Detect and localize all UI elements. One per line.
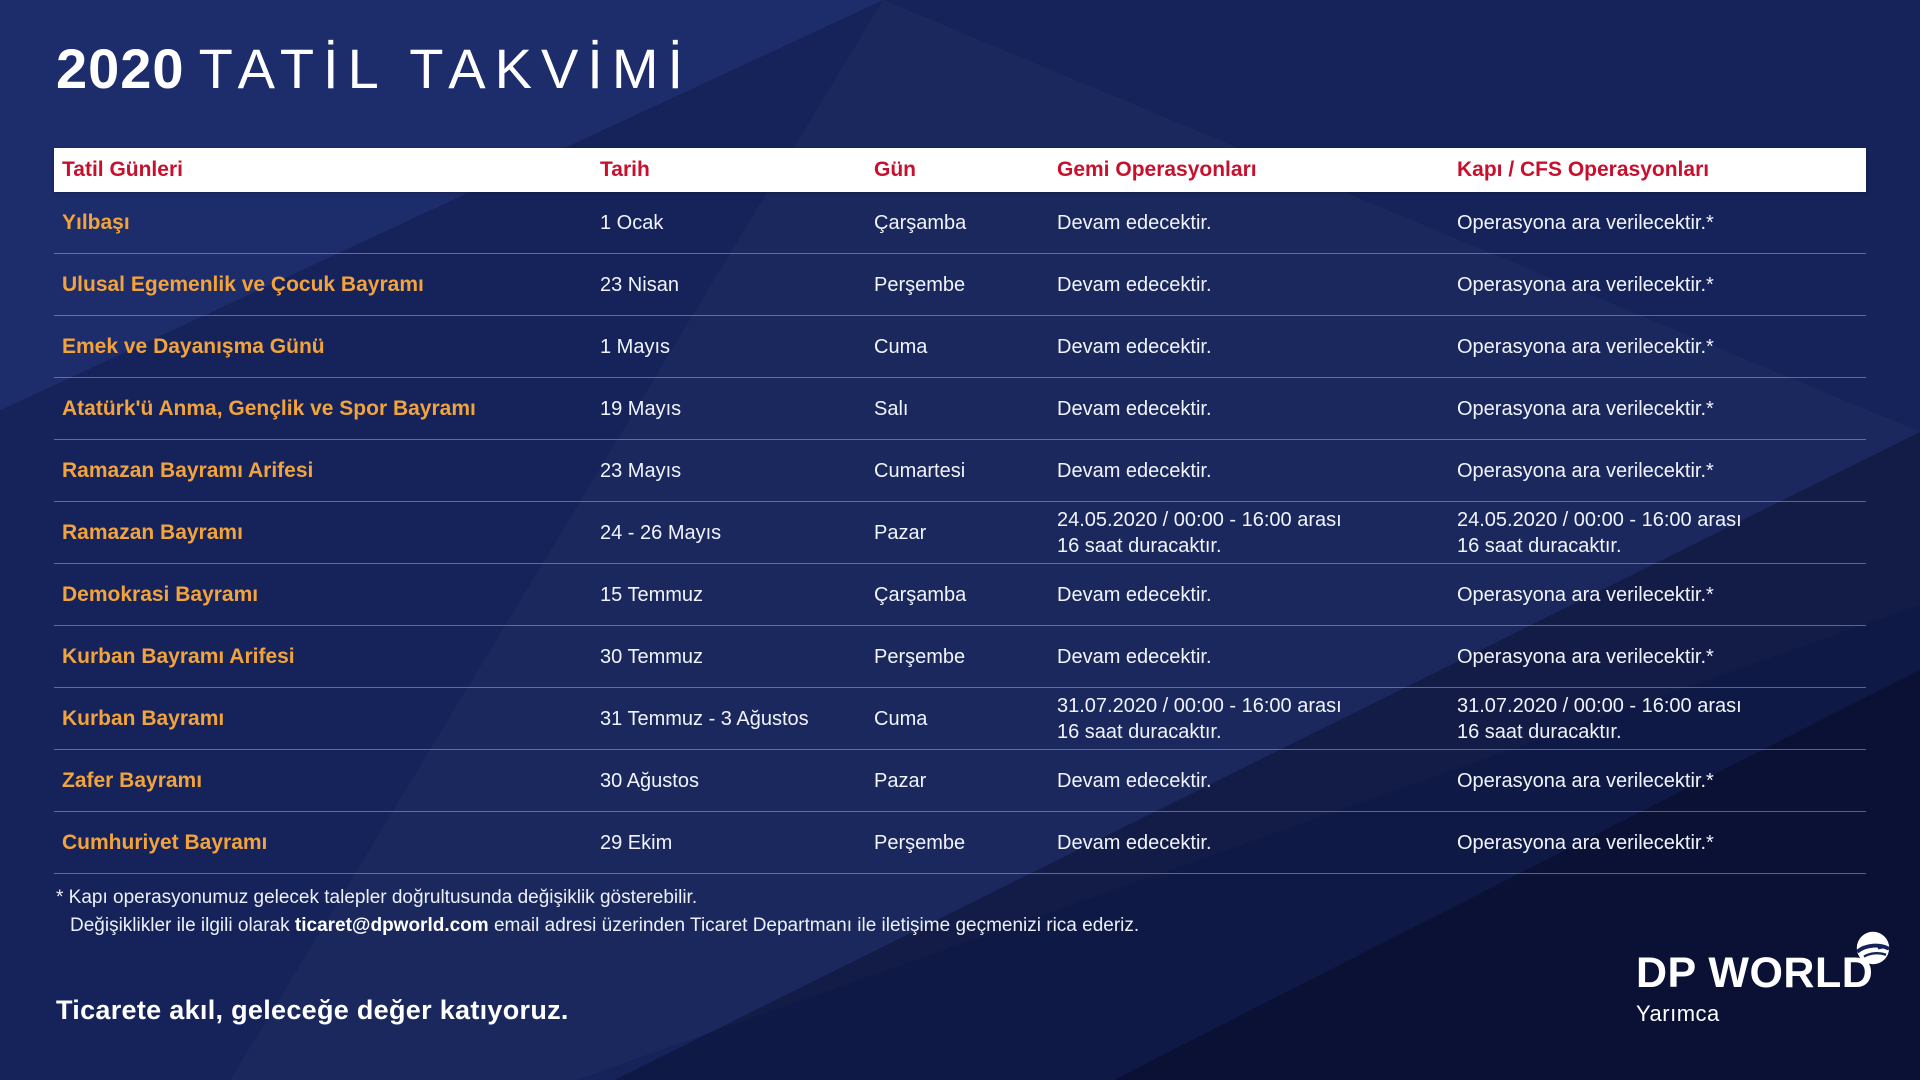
table-row: Atatürk'ü Anma, Gençlik ve Spor Bayramı … — [54, 378, 1866, 440]
holiday-day: Çarşamba — [874, 211, 967, 234]
holiday-day: Pazar — [874, 521, 927, 544]
vessel-operations-value: Devam edecektir. — [1057, 459, 1212, 482]
globe-icon — [1856, 931, 1891, 965]
table-row: Ramazan Bayramı Arifesi 23 Mayıs Cumarte… — [54, 440, 1866, 502]
holiday-date: 30 Ağustos — [600, 769, 699, 792]
header-holiday: Tatil Günleri — [62, 158, 183, 181]
vessel-operations-value: 24.05.2020 / 00:00 - 16:00 arası 16 saat… — [1057, 508, 1342, 557]
footnote-line2: Değişiklikler ile ilgili olarak ticaret@… — [56, 912, 1139, 940]
vessel-operations-value: Devam edecektir. — [1057, 583, 1212, 606]
gate-cfs-operations-value: Operasyona ara verilecektir.* — [1457, 459, 1714, 482]
table-row: Emek ve Dayanışma Günü 1 Mayıs Cuma Deva… — [54, 316, 1866, 378]
holiday-date: 15 Temmuz — [600, 583, 704, 606]
title-text: TATİL TAKVİMİ — [198, 37, 693, 100]
holiday-day: Salı — [874, 397, 909, 420]
holiday-name: Cumhuriyet Bayramı — [62, 830, 268, 854]
footnote-line1: * Kapı operasyonumuz gelecek talepler do… — [56, 887, 698, 908]
holiday-date: 29 Ekim — [600, 831, 673, 854]
tagline: Ticarete akıl, geleceğe değer katıyoruz. — [56, 995, 569, 1025]
dpworld-logo: DP WORLD Yarımca — [1636, 931, 1891, 1027]
header-date: Tarih — [600, 158, 650, 181]
gate-cfs-operations-value: Operasyona ara verilecektir.* — [1457, 831, 1714, 854]
logo-wordmark: DP WORLD — [1636, 949, 1874, 997]
table-row: Kurban Bayramı Arifesi 30 Temmuz Perşemb… — [54, 626, 1866, 688]
header-day: Gün — [874, 158, 916, 181]
header-gate-cfs-operations: Kapı / CFS Operasyonları — [1457, 158, 1710, 181]
gate-cfs-operations-value: 24.05.2020 / 00:00 - 16:00 arası 16 saat… — [1457, 508, 1742, 557]
table-row: Ramazan Bayramı 24 - 26 Mayıs Pazar 24.0… — [54, 502, 1866, 564]
holiday-name: Demokrasi Bayramı — [62, 582, 259, 606]
gate-cfs-operations-value: Operasyona ara verilecektir.* — [1457, 583, 1714, 606]
holiday-name: Kurban Bayramı — [62, 706, 225, 730]
table-row: Yılbaşı 1 Ocak Çarşamba Devam edecektir.… — [54, 192, 1866, 254]
holiday-date: 19 Mayıs — [600, 397, 682, 420]
vessel-operations-value: Devam edecektir. — [1057, 211, 1212, 234]
footnote-line2-prefix: Değişiklikler ile ilgili olarak — [70, 915, 295, 936]
gate-cfs-operations-value: 31.07.2020 / 00:00 - 16:00 arası 16 saat… — [1457, 694, 1742, 743]
vessel-operations-value: Devam edecektir. — [1057, 273, 1212, 296]
vessel-operations-value: Devam edecektir. — [1057, 769, 1212, 792]
holiday-date: 1 Ocak — [600, 211, 664, 234]
holiday-day: Perşembe — [874, 273, 966, 296]
vessel-operations-value: Devam edecektir. — [1057, 397, 1212, 420]
table-row: Ulusal Egemenlik ve Çocuk Bayramı 23 Nis… — [54, 254, 1866, 316]
holiday-name: Zafer Bayramı — [62, 768, 203, 792]
table-row: Demokrasi Bayramı 15 Temmuz Çarşamba Dev… — [54, 564, 1866, 626]
title-year: 2020 — [56, 37, 185, 100]
table-body: Yılbaşı 1 Ocak Çarşamba Devam edecektir.… — [54, 192, 1866, 874]
gate-cfs-operations-value: Operasyona ara verilecektir.* — [1457, 397, 1714, 420]
holiday-day: Perşembe — [874, 645, 966, 668]
gate-cfs-operations-value: Operasyona ara verilecektir.* — [1457, 335, 1714, 358]
holiday-table: Tatil Günleri Tarih Gün Gemi Operasyonla… — [54, 148, 1866, 874]
holiday-day: Cuma — [874, 707, 928, 730]
holiday-name: Kurban Bayramı Arifesi — [62, 644, 295, 668]
holiday-name: Ulusal Egemenlik ve Çocuk Bayramı — [62, 272, 424, 296]
holiday-name: Ramazan Bayramı Arifesi — [62, 458, 314, 482]
holiday-name: Emek ve Dayanışma Günü — [62, 334, 325, 358]
holiday-date: 30 Temmuz — [600, 645, 704, 668]
vessel-operations-value: Devam edecektir. — [1057, 335, 1212, 358]
table-header-row: Tatil Günleri Tarih Gün Gemi Operasyonla… — [54, 148, 1866, 192]
holiday-name: Yılbaşı — [62, 210, 130, 234]
vessel-operations-value: Devam edecektir. — [1057, 645, 1212, 668]
holiday-name: Ramazan Bayramı — [62, 520, 243, 544]
holiday-date: 24 - 26 Mayıs — [600, 521, 722, 544]
logo-subtitle: Yarımca — [1636, 1001, 1720, 1026]
footnote: * Kapı operasyonumuz gelecek talepler do… — [56, 884, 1139, 940]
table-row: Cumhuriyet Bayramı 29 Ekim Perşembe Deva… — [54, 812, 1866, 874]
contact-email: ticaret@dpworld.com — [294, 915, 489, 936]
vessel-operations-value: 31.07.2020 / 00:00 - 16:00 arası 16 saat… — [1057, 694, 1342, 743]
holiday-day: Perşembe — [874, 831, 966, 854]
gate-cfs-operations-value: Operasyona ara verilecektir.* — [1457, 273, 1714, 296]
gate-cfs-operations-value: Operasyona ara verilecektir.* — [1457, 769, 1714, 792]
gate-cfs-operations-value: Operasyona ara verilecektir.* — [1457, 645, 1714, 668]
holiday-date: 31 Temmuz - 3 Ağustos — [600, 707, 809, 730]
holiday-day: Cuma — [874, 335, 928, 358]
page-title: 2020 TATİL TAKVİMİ — [56, 38, 692, 100]
holiday-name: Atatürk'ü Anma, Gençlik ve Spor Bayramı — [62, 396, 476, 420]
header-vessel-operations: Gemi Operasyonları — [1057, 158, 1257, 181]
holiday-day: Çarşamba — [874, 583, 967, 606]
holiday-date: 23 Nisan — [600, 273, 679, 296]
holiday-day: Cumartesi — [874, 459, 966, 482]
holiday-date: 23 Mayıs — [600, 459, 682, 482]
table-row: Zafer Bayramı 30 Ağustos Pazar Devam ede… — [54, 750, 1866, 812]
holiday-date: 1 Mayıs — [600, 335, 671, 358]
holiday-day: Pazar — [874, 769, 927, 792]
footnote-line2-suffix: email adresi üzerinden Ticaret Departman… — [488, 915, 1140, 936]
vessel-operations-value: Devam edecektir. — [1057, 831, 1212, 854]
gate-cfs-operations-value: Operasyona ara verilecektir.* — [1457, 211, 1714, 234]
table-row: Kurban Bayramı 31 Temmuz - 3 Ağustos Cum… — [54, 688, 1866, 750]
